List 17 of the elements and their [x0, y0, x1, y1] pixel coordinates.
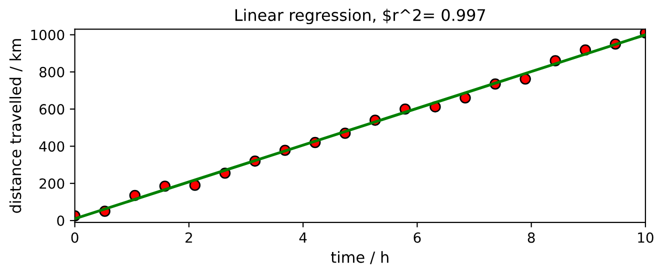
y-axis-title: distance travelled / km: [9, 39, 22, 213]
x-tick-label: 4: [299, 232, 307, 243]
y-tick-label: 0: [57, 216, 64, 226]
x-tick-label: 8: [528, 232, 535, 243]
point: [520, 73, 531, 85]
x-tick-label: 0: [71, 232, 78, 243]
y-tick-label: 400: [39, 141, 64, 152]
x-axis-title: time / h: [331, 251, 388, 264]
x-tick-label: 2: [186, 232, 192, 243]
x-tick-label: 6: [414, 232, 421, 243]
x-tick-label: 10: [638, 232, 654, 243]
y-tick-label: 1000: [31, 30, 64, 40]
y-tick-label: 600: [40, 104, 64, 115]
y-tick-label: 800: [40, 66, 64, 78]
chart-title: Linear regression, $r^2= 0.997: [235, 8, 486, 24]
y-tick-label: 200: [40, 178, 64, 189]
point: [189, 180, 201, 191]
